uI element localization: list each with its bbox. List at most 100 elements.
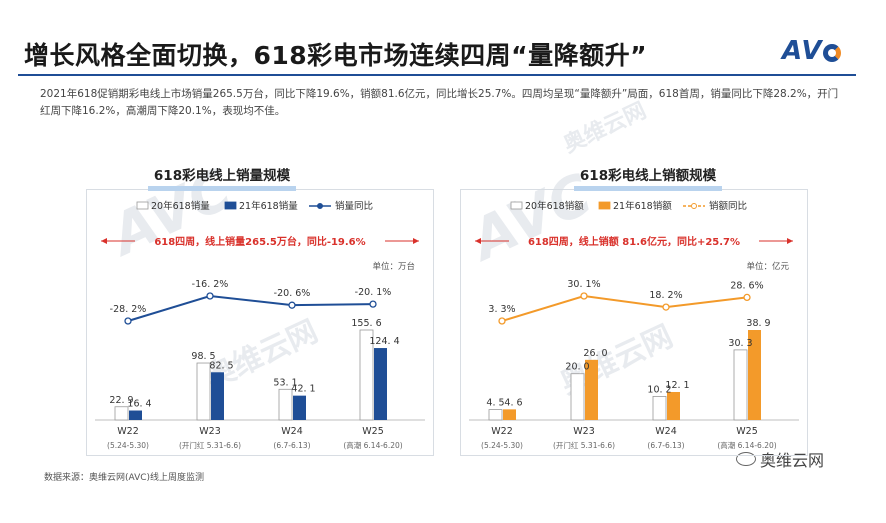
category-sublabel-W23: (开门红 5.31-6.6) [179, 440, 241, 450]
bar-2021-W22 [503, 409, 516, 420]
legend-line-marker [317, 203, 323, 209]
bar-2020-W24 [278, 388, 293, 421]
category-sublabel-W24: (6.7-6.13) [273, 441, 310, 450]
chart-title-volume-wrap: 618彩电线上销量规模 [107, 164, 337, 191]
bar-2020-W22 [488, 409, 503, 421]
category-sublabel-W22: (5.24-5.30) [107, 441, 149, 450]
avc-logo: AV [782, 36, 842, 66]
chart-panel-volume: 20年618销量 21年618销量 销量同比 618四周，线上销量265.5万台，同比… [86, 189, 434, 456]
category-label-W22: W22 [117, 426, 138, 437]
bar-2021-value-W25: 124. 4 [369, 336, 399, 347]
yoy-point-W23 [206, 292, 214, 300]
yoy-point-W22 [498, 317, 506, 325]
yoy-point-W22 [124, 317, 132, 325]
bar-2020-value-W25: 30. 3 [728, 338, 752, 349]
category-label-W24: W24 [281, 426, 302, 437]
bar-2020-value-W22: 22. 9 [109, 395, 133, 406]
annotation-arrowhead-right [787, 238, 793, 244]
category-label-W22: W22 [491, 426, 512, 437]
annotation-arrowhead-left [475, 238, 481, 244]
annotation-text: 618四周，线上销额 81.6亿元，同比+25.7% [528, 235, 740, 248]
bar-2020-value-W23: 98. 5 [191, 351, 215, 362]
annotation-arrowhead-left [101, 238, 107, 244]
yoy-label-W23: 30. 1% [567, 279, 600, 290]
unit-label: 单位：万台 [372, 261, 415, 272]
category-label-W25: W25 [362, 426, 383, 437]
category-sublabel-W25: (高潮 6.14-6.20) [717, 440, 776, 450]
legend-line-marker [691, 203, 697, 209]
title-divider [18, 74, 856, 76]
bar-2021-value-W23: 26. 0 [583, 348, 607, 359]
bar-2021-value-W22: 16. 4 [127, 399, 151, 410]
bar-2020-W25 [359, 329, 374, 421]
bar-2020-W23 [196, 362, 211, 421]
bar-2021-value-W24: 12. 1 [665, 380, 689, 391]
annotation-arrowhead-right [413, 238, 419, 244]
bar-2020-W25 [733, 349, 748, 421]
yoy-point-W24 [288, 301, 296, 309]
yoy-label-W24: -20. 6% [274, 288, 311, 299]
yoy-line [501, 294, 748, 322]
bar-2020-W23 [570, 373, 585, 421]
yoy-label-W23: -16. 2% [192, 279, 229, 290]
bar-2021-value-W22: 4. 6 [504, 397, 522, 408]
yoy-label-W22: -28. 2% [110, 304, 147, 315]
data-source-note: 数据来源：奥维云网(AVC)线上周度监测 [44, 473, 205, 483]
yoy-label-W25: 28. 6% [730, 280, 763, 291]
yoy-point-W25 [369, 300, 377, 308]
category-label-W23: W23 [199, 426, 220, 437]
yoy-line [127, 294, 374, 322]
legend-label-2: 销额同比 [709, 200, 747, 212]
legend-label-1: 21年618销额 [613, 200, 672, 212]
bar-2021-W23 [585, 359, 598, 420]
legend-swatch-1 [598, 201, 611, 210]
legend-label-0: 20年618销额 [525, 200, 584, 212]
bar-2021-value-W25: 38. 9 [746, 318, 770, 329]
chart-title-value-wrap: 618彩电线上销额规模 [533, 164, 763, 191]
wechat-icon [736, 452, 756, 466]
volume-chart: 20年618销量 21年618销量 销量同比 618四周，线上销量265.5万台，同比… [95, 200, 425, 450]
legend-label-1: 21年618销量 [239, 200, 298, 212]
legend-swatch-1 [224, 201, 237, 210]
category-label-W24: W24 [655, 426, 676, 437]
bar-2021-W22 [129, 410, 142, 420]
chart-title-value: 618彩电线上销额规模 [573, 164, 723, 191]
bar-2020-value-W25: 155. 6 [351, 318, 381, 329]
bar-2021-value-W23: 82. 5 [209, 360, 233, 371]
bar-2021-W24 [667, 392, 680, 420]
yoy-point-W23 [580, 292, 588, 300]
annotation-text: 618四周，线上销量265.5万台，同比-19.6% [154, 235, 365, 248]
category-sublabel-W25: (高潮 6.14-6.20) [343, 440, 402, 450]
bar-2021-W24 [293, 395, 306, 420]
legend-swatch-0 [510, 201, 523, 210]
value-chart: 20年618销额 21年618销额 销额同比 618四周，线上销额 81.6亿元，同比… [469, 200, 799, 450]
legend-label-2: 销量同比 [335, 200, 373, 212]
bar-2021-W25 [374, 348, 387, 420]
category-sublabel-W23: (开门红 5.31-6.6) [553, 440, 615, 450]
bar-2021-W25 [748, 330, 761, 420]
yoy-point-W24 [662, 303, 670, 311]
category-label-W23: W23 [573, 426, 594, 437]
chart-panel-value: 20年618销额 21年618销额 销额同比 618四周，线上销额 81.6亿元，同比… [460, 189, 808, 456]
bar-2020-value-W22: 4. 5 [486, 398, 504, 409]
bar-2020-W24 [652, 396, 667, 421]
intro-paragraph: 2021年618促销期彩电线上市场销量265.5万台，同比下降19.6%，销额8… [40, 88, 839, 117]
chart-title-volume: 618彩电线上销量规模 [147, 164, 297, 191]
yoy-label-W25: -20. 1% [355, 287, 392, 298]
yoy-point-W25 [743, 293, 751, 302]
category-sublabel-W24: (6.7-6.13) [647, 441, 684, 450]
yoy-label-W24: 18. 2% [649, 290, 682, 301]
bar-2020-value-W23: 20. 0 [565, 362, 589, 373]
yoy-label-W22: 3. 3% [488, 304, 515, 315]
category-sublabel-W22: (5.24-5.30) [481, 441, 523, 450]
bar-2021-W23 [211, 372, 224, 420]
bar-2020-W22 [114, 406, 129, 421]
bar-2021-value-W24: 42. 1 [291, 384, 315, 395]
legend-label-0: 20年618销量 [151, 200, 210, 212]
bar-2020-value-W24: 10. 2 [647, 384, 671, 395]
page-title: 增长风格全面切换，618彩电市场连续四周“量降额升” [24, 41, 648, 70]
category-label-W25: W25 [736, 426, 757, 437]
unit-label: 单位：亿元 [746, 261, 789, 272]
bar-2020-value-W24: 53. 1 [273, 377, 297, 388]
legend-swatch-0 [136, 201, 149, 210]
